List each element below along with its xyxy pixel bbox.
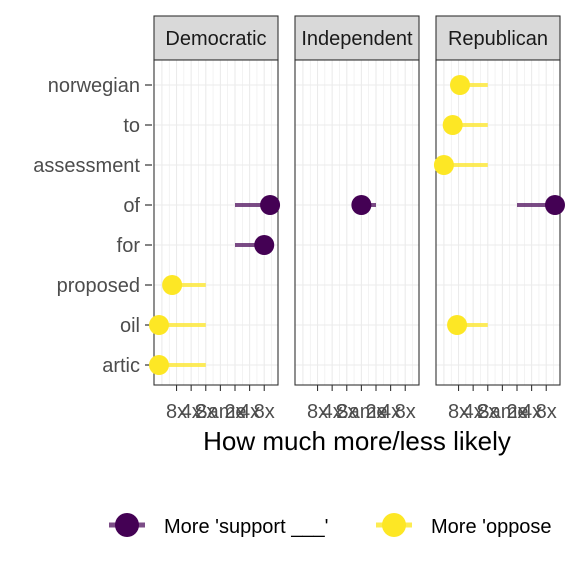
x-tick-label: 2x	[336, 401, 357, 423]
lollipop-dot	[447, 315, 468, 335]
legend-key-dot	[115, 513, 139, 537]
y-axis-label: to	[123, 115, 140, 137]
lollipop-dot	[450, 75, 470, 95]
panel-border	[435, 59, 561, 386]
lollipop-dot	[442, 115, 463, 135]
lollipop-dot	[254, 235, 275, 255]
x-tick-label: Same	[194, 401, 246, 423]
y-axis-label: artic	[102, 355, 140, 377]
legend-label: More 'oppose	[431, 516, 552, 538]
x-tick-label: 4x	[521, 401, 542, 423]
x-tick-label: 2x	[506, 401, 527, 423]
lollipop-dot	[149, 315, 169, 335]
x-tick-label: Same	[335, 401, 387, 423]
x-tick-label: 2x	[224, 401, 245, 423]
x-tick-label: 8x	[395, 401, 416, 423]
x-tick-label: 8x	[254, 401, 275, 423]
x-tick-label: 8x	[536, 401, 557, 423]
y-axis-label: oil	[120, 315, 140, 337]
x-tick-label: 2x	[365, 401, 386, 423]
facet-strip-label: Independent	[301, 28, 413, 50]
x-tick-label: 4x	[181, 401, 202, 423]
x-tick-label: 8x	[307, 401, 328, 423]
x-tick-label: 8x	[166, 401, 187, 423]
legend-item-oppose: More 'oppose	[376, 513, 552, 538]
x-tick-label: Same	[476, 401, 528, 423]
lollipop-dot	[260, 195, 281, 215]
facet-strip	[294, 15, 420, 61]
facet-strip-label: Republican	[448, 28, 548, 50]
legend-label: More 'support ___'	[164, 516, 328, 538]
lollipop-dot	[545, 195, 565, 215]
y-axis-label: for	[117, 235, 141, 257]
panel-background	[154, 60, 278, 385]
panel-border	[294, 59, 420, 386]
panel-content	[154, 60, 278, 385]
x-axis-title: How much more/less likely	[203, 426, 511, 456]
lollipop-dot	[162, 275, 183, 295]
lollipop-dot	[149, 355, 169, 375]
panel-border	[153, 59, 279, 386]
lollipop-dot	[433, 155, 454, 175]
x-tick-label: 4x	[322, 401, 343, 423]
legend-key-dot	[382, 513, 406, 537]
panel-background	[436, 60, 560, 385]
x-tick-label: 4x	[463, 401, 484, 423]
x-tick-label: 2x	[195, 401, 216, 423]
facet-strip-label: Democratic	[165, 28, 266, 50]
y-axis-label: of	[123, 195, 140, 217]
x-tick-label: 2x	[477, 401, 498, 423]
y-axis-label: proposed	[57, 275, 140, 297]
x-tick-label: 4x	[239, 401, 260, 423]
facet-strip	[435, 15, 561, 61]
x-tick-label: 4x	[380, 401, 401, 423]
y-axis-label: norwegian	[48, 75, 140, 97]
x-tick-label: 8x	[448, 401, 469, 423]
lollipop-dot	[351, 195, 372, 215]
legend-item-support: More 'support ___'	[109, 513, 328, 538]
y-axis-label: assessment	[33, 155, 140, 177]
panel-background	[295, 60, 419, 385]
facet-strip	[153, 15, 279, 61]
